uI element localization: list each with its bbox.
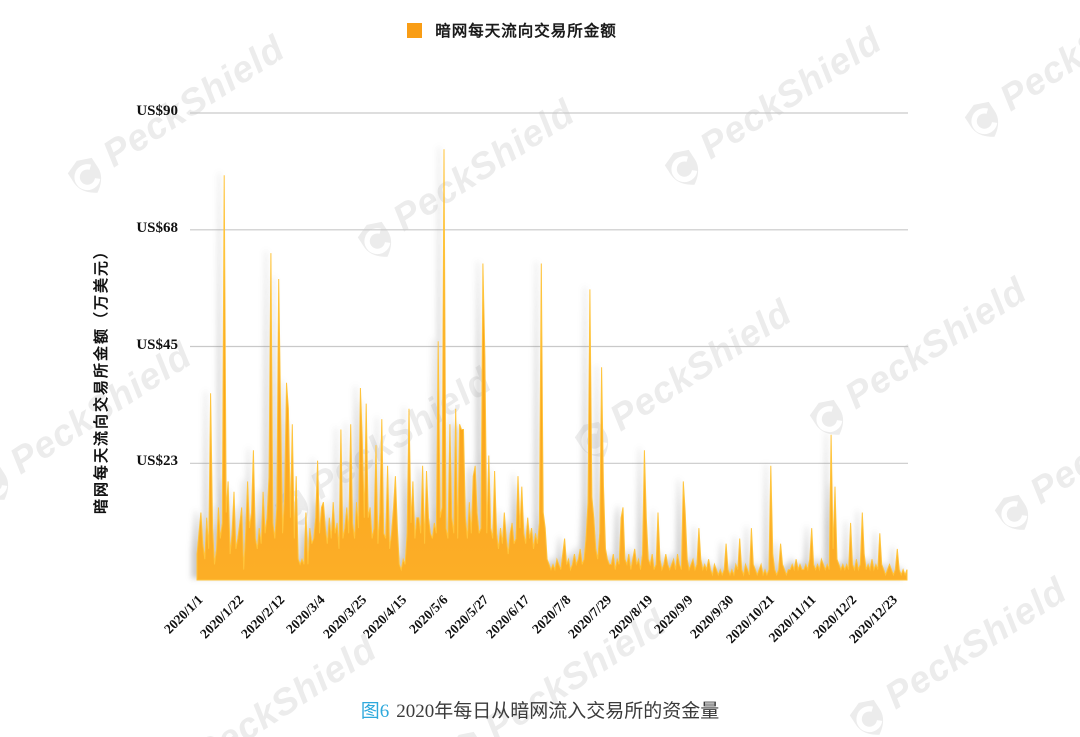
y-tick-label: US$23 [136, 453, 178, 470]
y-axis-title: 暗网每天流向交易所金额（万美元） [94, 242, 110, 515]
caption-figure-number: 图6 [360, 701, 390, 722]
legend-swatch [407, 22, 423, 38]
legend-label: 暗网每天流向交易所金额 [435, 23, 617, 40]
series-layer [196, 149, 908, 581]
y-tick-label: US$45 [136, 336, 178, 353]
area-series [196, 149, 908, 581]
caption-text: 2020年每日从暗网流入交易所的资金量 [396, 701, 720, 722]
gridlines [190, 112, 908, 464]
legend: 暗网每天流向交易所金额 [0, 19, 1052, 41]
y-tick-label: US$68 [136, 219, 178, 236]
y-tick-label: US$90 [136, 103, 178, 119]
figure-caption: 图6 2020年每日从暗网流入交易所的资金量 [0, 696, 1080, 723]
